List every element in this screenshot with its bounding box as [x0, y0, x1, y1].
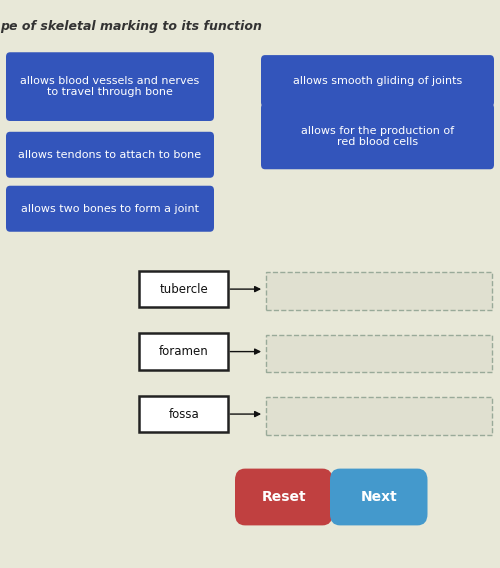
FancyBboxPatch shape	[266, 397, 492, 435]
Text: allows for the production of
red blood cells: allows for the production of red blood c…	[301, 126, 454, 147]
Text: allows two bones to form a joint: allows two bones to form a joint	[21, 204, 199, 214]
Text: allows blood vessels and nerves
to travel through bone: allows blood vessels and nerves to trave…	[20, 76, 200, 98]
FancyBboxPatch shape	[6, 52, 214, 121]
FancyBboxPatch shape	[266, 272, 492, 310]
Text: allows tendons to attach to bone: allows tendons to attach to bone	[18, 150, 202, 160]
Text: Reset: Reset	[262, 490, 306, 504]
FancyBboxPatch shape	[330, 469, 428, 525]
FancyBboxPatch shape	[6, 132, 214, 178]
FancyBboxPatch shape	[140, 396, 228, 432]
FancyBboxPatch shape	[266, 335, 492, 372]
FancyBboxPatch shape	[140, 271, 228, 307]
Text: pe of skeletal marking to its function: pe of skeletal marking to its function	[0, 20, 262, 33]
FancyBboxPatch shape	[261, 55, 494, 107]
Text: tubercle: tubercle	[160, 283, 208, 295]
FancyBboxPatch shape	[235, 469, 332, 525]
Text: allows smooth gliding of joints: allows smooth gliding of joints	[293, 76, 462, 86]
FancyBboxPatch shape	[261, 103, 494, 169]
Text: fossa: fossa	[168, 408, 199, 420]
FancyBboxPatch shape	[140, 333, 228, 370]
FancyBboxPatch shape	[6, 186, 214, 232]
Text: Next: Next	[360, 490, 397, 504]
Text: foramen: foramen	[159, 345, 208, 358]
